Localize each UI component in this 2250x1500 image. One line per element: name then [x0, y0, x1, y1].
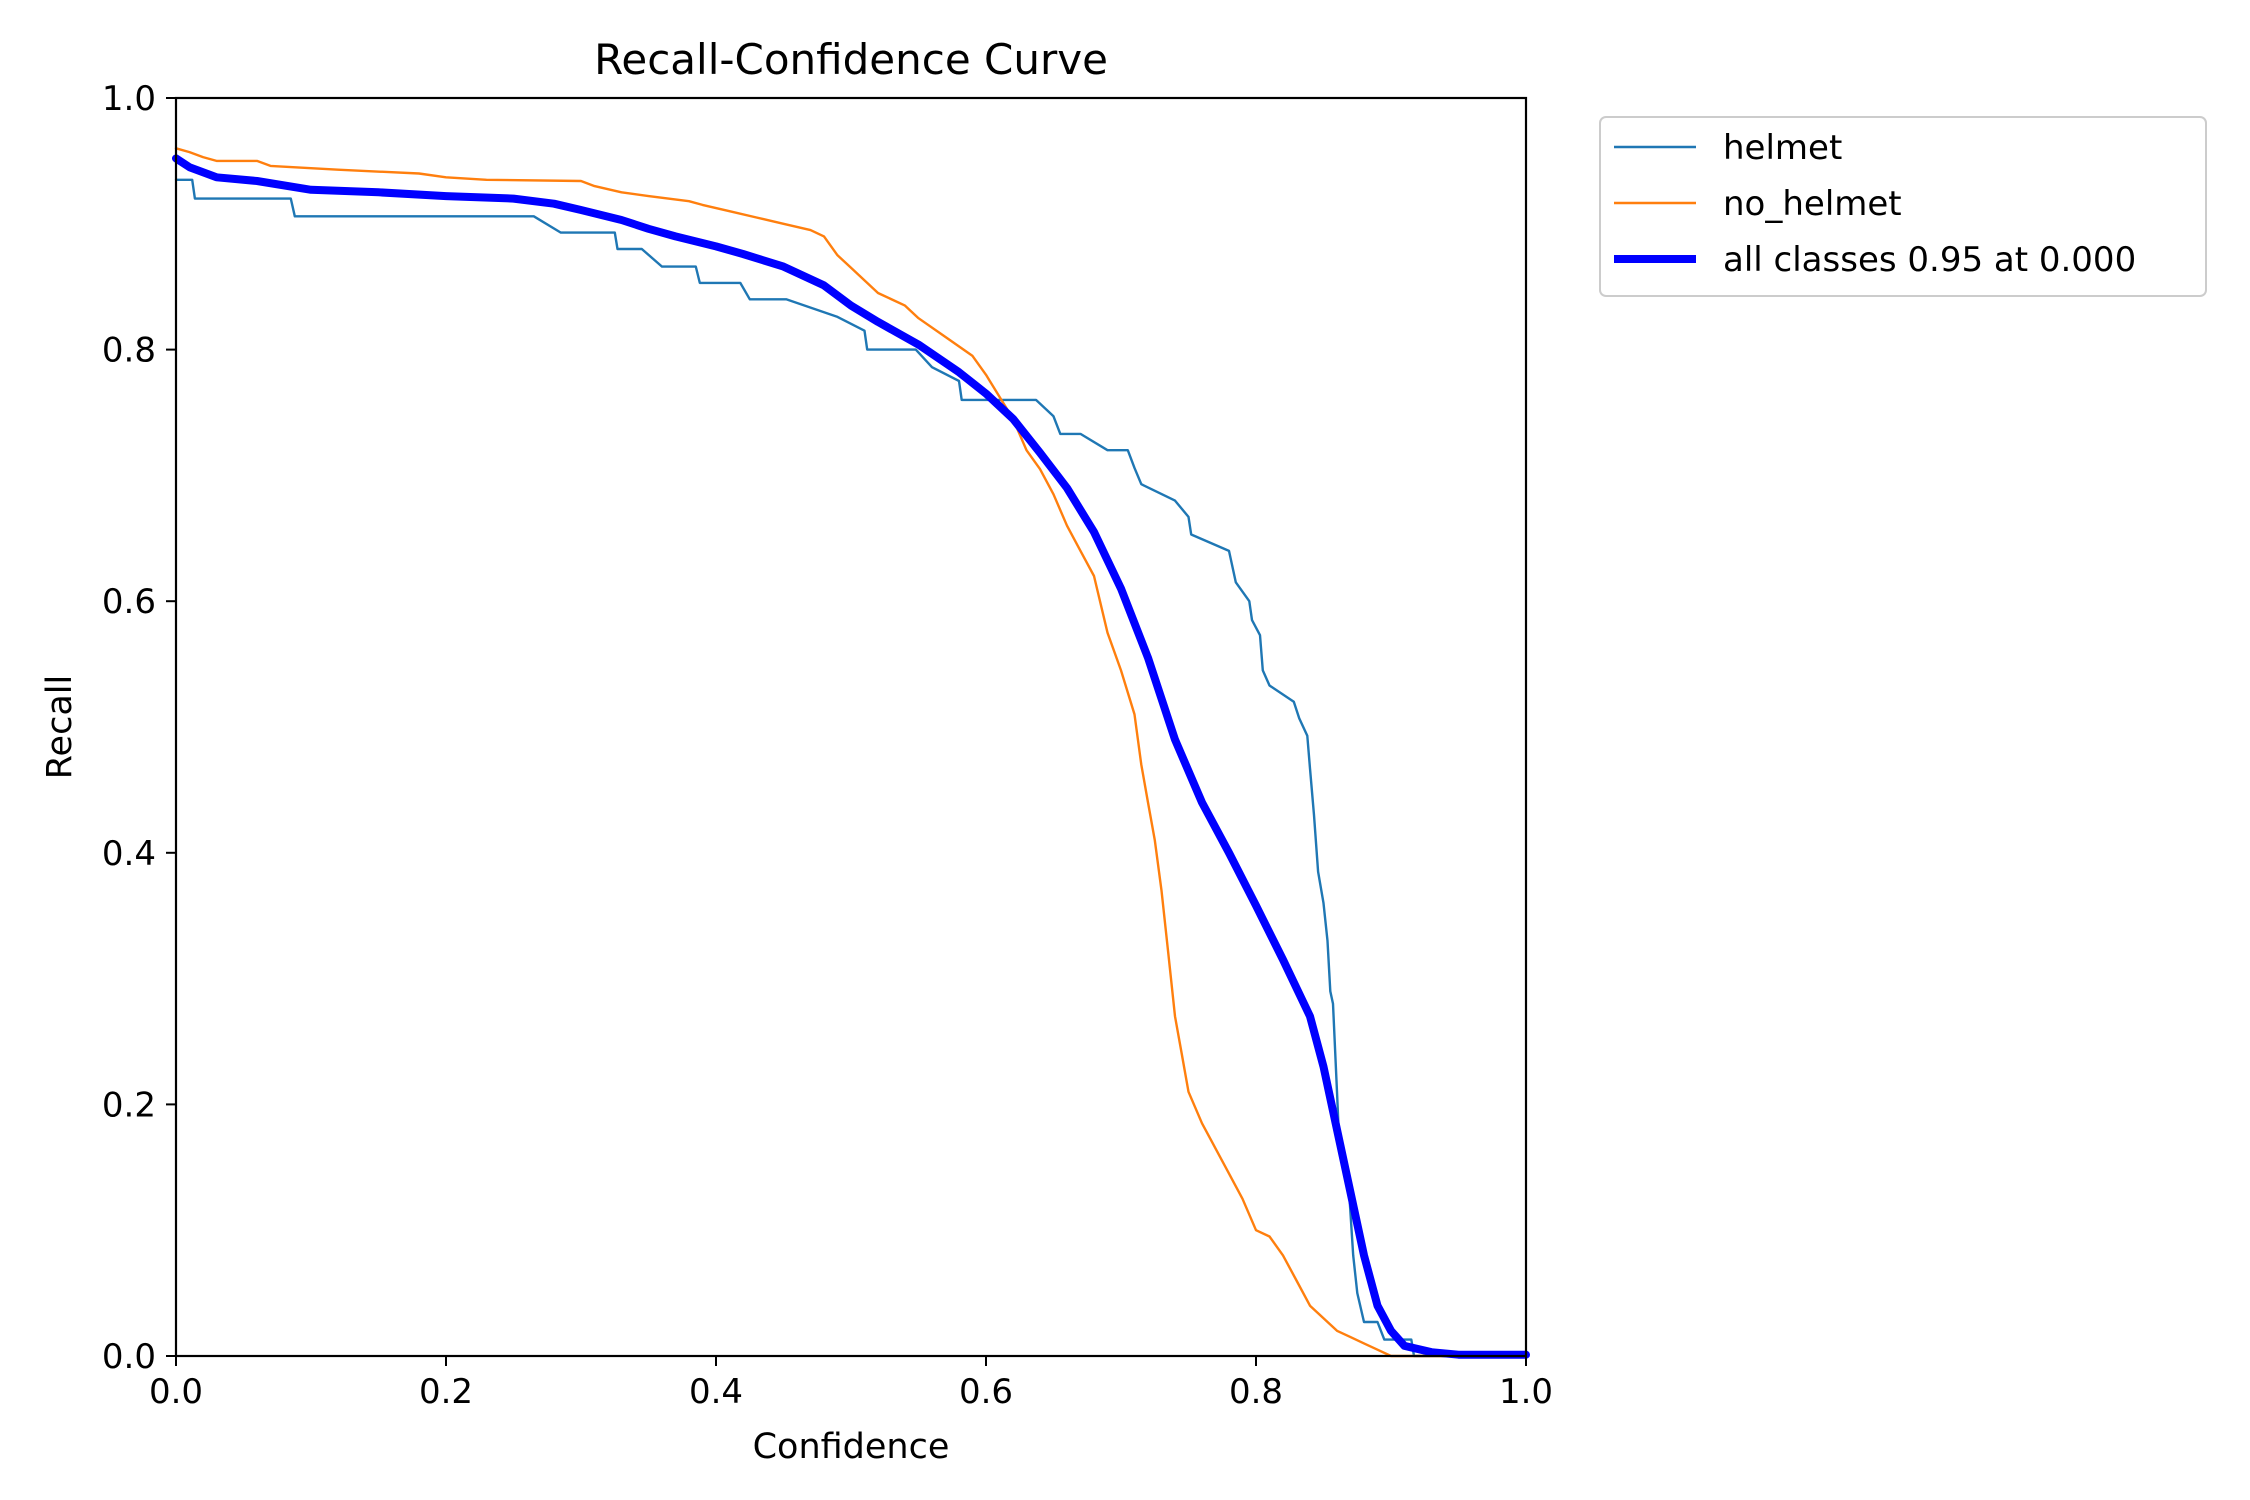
y-axis-title: Recall	[40, 675, 80, 779]
y-axis-ticks: 0.0 0.2 0.4 0.6 0.8 1.0	[102, 79, 176, 1377]
x-tick-label: 0.8	[1229, 1372, 1283, 1412]
legend-label: no_helmet	[1723, 184, 1902, 224]
x-tick-label: 1.0	[1499, 1372, 1553, 1412]
legend-box	[1599, 116, 2207, 297]
x-tick-label: 0.6	[959, 1372, 1013, 1412]
series-line-helmet	[174, 178, 1528, 1358]
chart-title: Recall-Confidence Curve	[594, 35, 1108, 84]
y-tick-label: 0.2	[102, 1085, 156, 1125]
y-tick-label: 0.0	[102, 1337, 156, 1377]
series-line-no-helmet	[174, 147, 1528, 1358]
x-axis-title: Confidence	[753, 1427, 950, 1467]
legend-label: helmet	[1723, 128, 1842, 168]
y-tick-label: 0.4	[102, 834, 156, 874]
x-tick-label: 0.2	[419, 1372, 473, 1412]
y-tick-label: 0.8	[102, 331, 156, 371]
x-tick-label: 0.0	[149, 1372, 203, 1412]
y-tick-label: 1.0	[102, 79, 156, 119]
series-line-all-classes	[172, 154, 1530, 1359]
plot-lines	[172, 147, 1530, 1359]
plot-frame	[174, 96, 1528, 1358]
legend-label: all classes 0.95 at 0.000	[1723, 240, 2136, 280]
x-axis-ticks: 0.0 0.2 0.4 0.6 0.8 1.0	[149, 1356, 1553, 1412]
y-tick-label: 0.6	[102, 582, 156, 622]
x-tick-label: 0.4	[689, 1372, 743, 1412]
